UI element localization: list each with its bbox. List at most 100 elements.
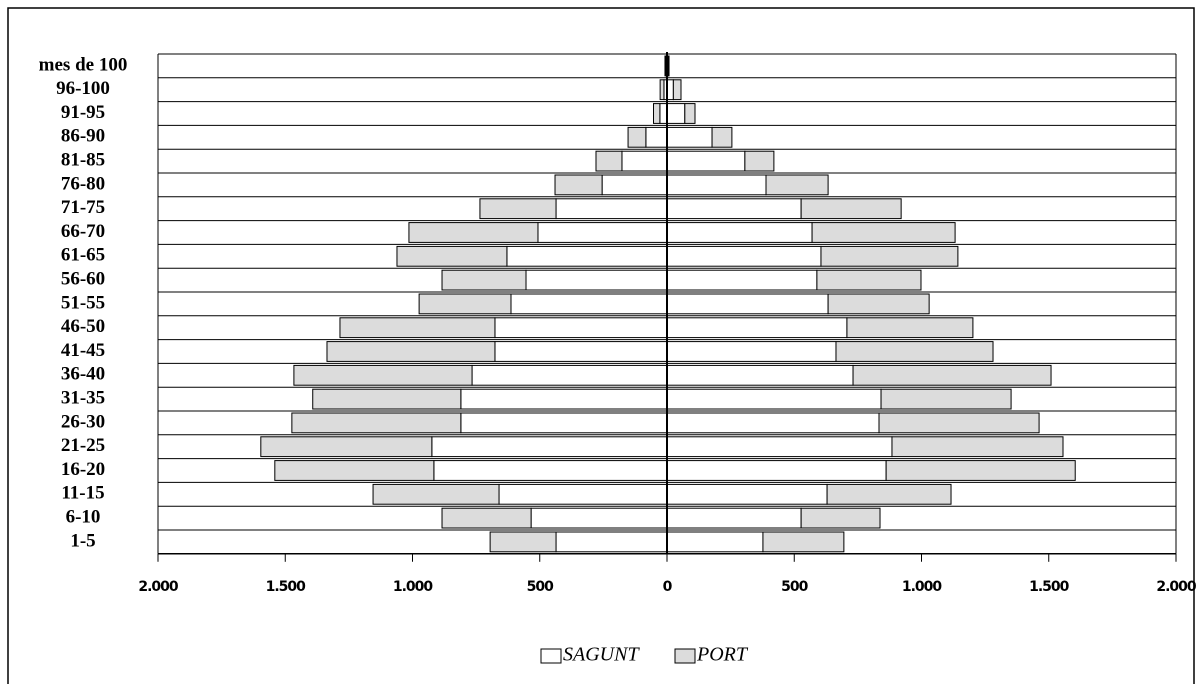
category-label: 16-20 <box>61 459 105 480</box>
category-label: 6-10 <box>66 506 101 527</box>
bar <box>490 532 556 552</box>
x-tick-label: 500 <box>781 579 808 595</box>
bar <box>294 365 472 385</box>
bar <box>821 246 958 266</box>
bar <box>531 508 667 528</box>
bar <box>879 413 1039 433</box>
bar <box>480 199 556 219</box>
bar <box>853 365 1051 385</box>
bar <box>667 437 892 457</box>
category-label: 96-100 <box>56 78 110 99</box>
bar <box>673 80 681 100</box>
bar <box>292 413 461 433</box>
bar <box>801 508 880 528</box>
category-label: 61-65 <box>61 245 105 266</box>
bar <box>660 80 664 100</box>
bar <box>828 294 929 314</box>
bar <box>745 151 774 171</box>
x-tick-label: 1.500 <box>266 579 307 595</box>
x-tick-label: 2.000 <box>1156 579 1197 595</box>
bar <box>419 294 511 314</box>
bar <box>892 437 1063 457</box>
bar <box>836 342 993 362</box>
bar <box>886 461 1075 481</box>
bar <box>766 175 828 195</box>
bar <box>817 270 921 290</box>
bar <box>847 318 973 338</box>
bar <box>667 461 886 481</box>
bar <box>667 413 879 433</box>
bar <box>667 389 881 409</box>
bar <box>685 104 695 124</box>
bar <box>667 365 853 385</box>
category-label: 56-60 <box>61 268 105 289</box>
bar <box>646 127 667 147</box>
bar <box>556 532 667 552</box>
category-label: 81-85 <box>61 149 105 170</box>
bar <box>668 56 669 76</box>
bar <box>507 246 667 266</box>
x-tick-label: 500 <box>527 579 554 595</box>
category-label: 26-30 <box>61 411 105 432</box>
category-label: 91-95 <box>61 102 105 123</box>
x-tick-label: 1.000 <box>902 579 943 595</box>
bar <box>538 223 667 243</box>
category-label: 51-55 <box>61 292 105 313</box>
bar <box>622 151 667 171</box>
bar <box>495 318 667 338</box>
bar <box>434 461 667 481</box>
category-label: 66-70 <box>61 221 105 242</box>
bar <box>827 484 951 504</box>
bar <box>667 151 745 171</box>
bar <box>667 532 763 552</box>
bar <box>596 151 622 171</box>
bar <box>499 484 667 504</box>
bar <box>397 246 507 266</box>
x-tick-label: 0 <box>663 579 673 595</box>
bar <box>665 56 666 76</box>
bar <box>409 223 538 243</box>
category-label: 71-75 <box>61 197 105 218</box>
bar <box>667 199 801 219</box>
bar <box>667 127 712 147</box>
bar <box>526 270 667 290</box>
bar <box>667 484 827 504</box>
bar <box>261 437 432 457</box>
bar <box>667 342 836 362</box>
bar <box>313 389 461 409</box>
bar <box>660 104 667 124</box>
bar <box>461 413 667 433</box>
bar <box>667 104 685 124</box>
x-tick-label: 2.000 <box>138 579 179 595</box>
legend-label: SAGUNT <box>563 644 640 666</box>
bar <box>667 270 817 290</box>
bar <box>667 175 766 195</box>
bar <box>442 270 526 290</box>
bar <box>812 223 955 243</box>
category-label: 76-80 <box>61 173 105 194</box>
bar <box>801 199 901 219</box>
bar <box>340 318 495 338</box>
category-label: 21-25 <box>61 435 105 456</box>
bar <box>327 342 495 362</box>
chart: mes de 10096-10091-9586-9081-8576-8071-7… <box>0 0 1203 684</box>
category-label: mes de 100 <box>39 54 128 75</box>
bar <box>654 104 660 124</box>
x-tick-label: 1.000 <box>393 579 434 595</box>
bar <box>763 532 844 552</box>
bar <box>511 294 667 314</box>
bar <box>881 389 1011 409</box>
bar <box>667 318 847 338</box>
bar <box>555 175 602 195</box>
bar <box>461 389 667 409</box>
bar <box>432 437 667 457</box>
category-label: 36-40 <box>61 364 105 385</box>
bar <box>667 294 828 314</box>
legend-swatch <box>675 649 695 663</box>
category-label: 1-5 <box>70 530 95 551</box>
bar <box>712 127 732 147</box>
category-label: 41-45 <box>61 340 105 361</box>
bar <box>442 508 531 528</box>
category-label: 11-15 <box>61 483 104 504</box>
category-label: 46-50 <box>61 316 105 337</box>
